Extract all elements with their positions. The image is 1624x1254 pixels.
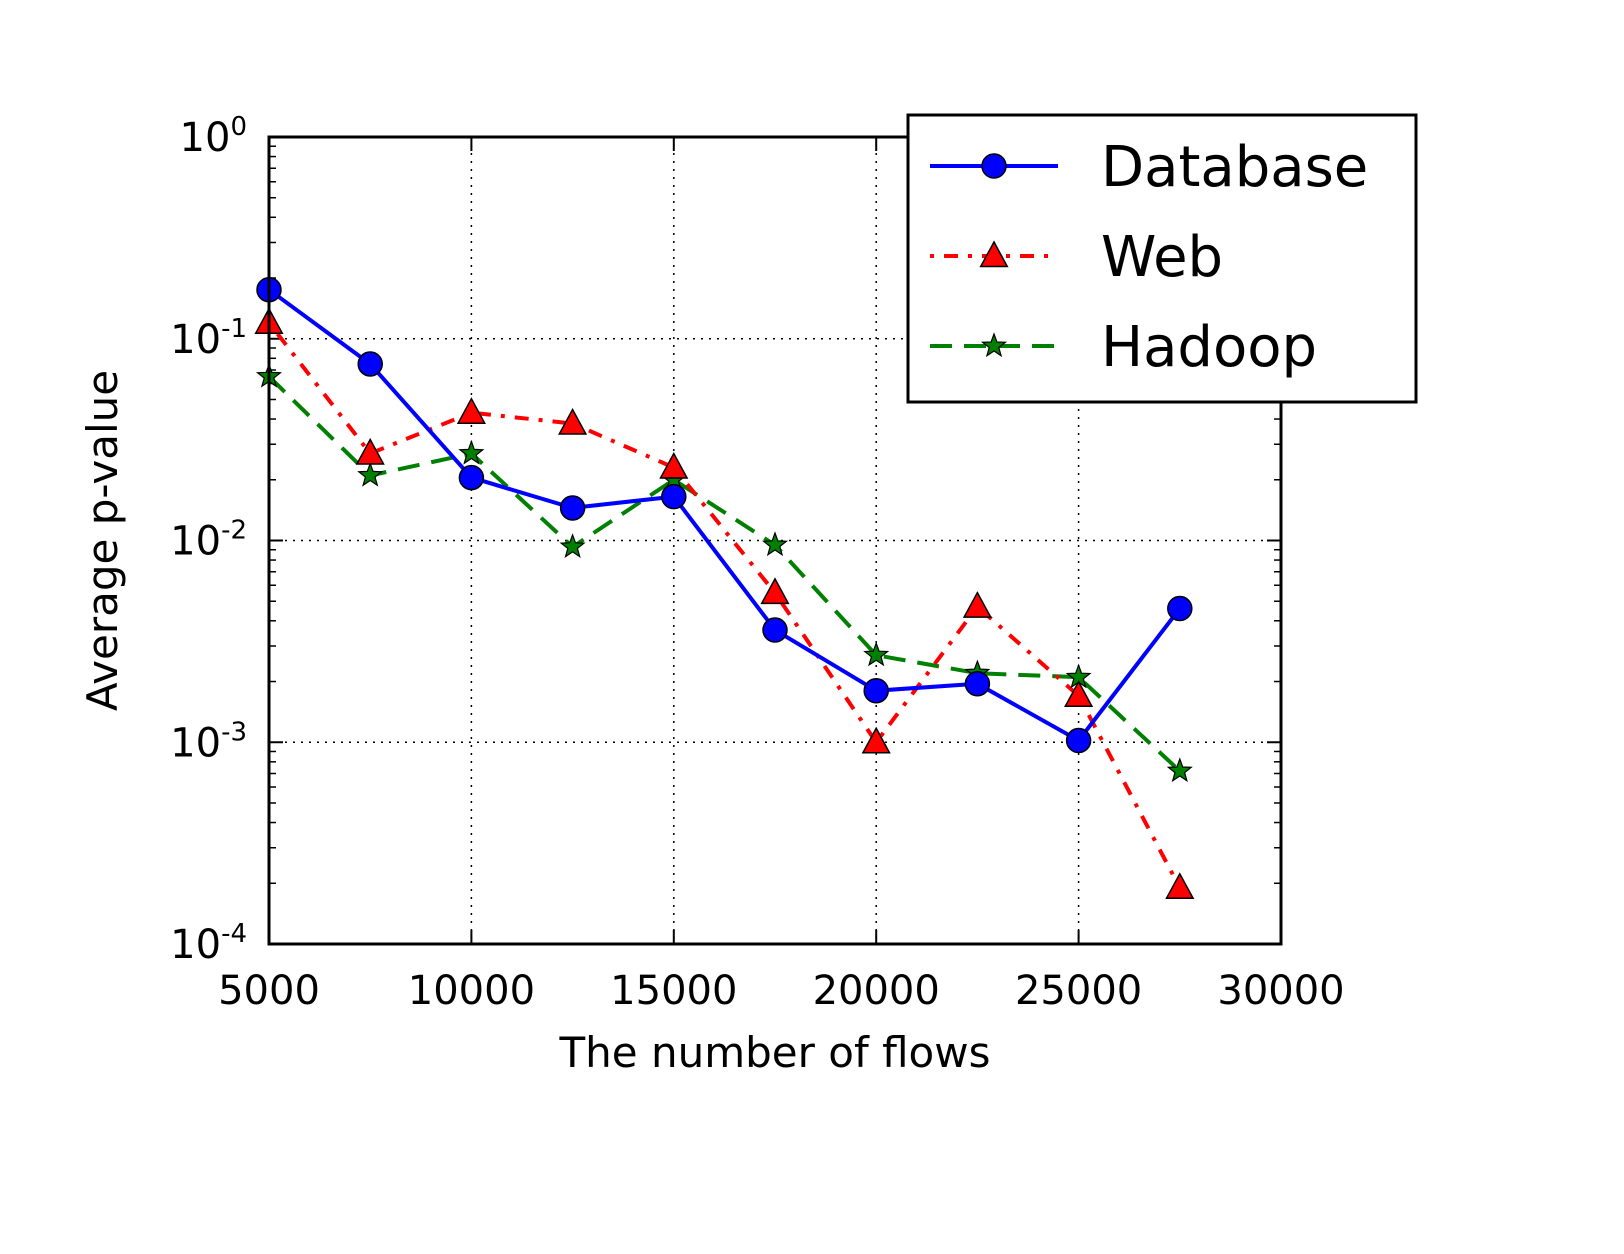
y-tick-label: 10-3 xyxy=(170,717,247,766)
data-point-hadoop xyxy=(863,641,890,667)
data-point-database xyxy=(1167,595,1193,622)
data-point-web xyxy=(760,577,790,605)
y-tick-label: 100 xyxy=(180,112,247,161)
x-tick-label: 15000 xyxy=(610,968,737,1014)
legend-marker-hadoop xyxy=(980,332,1008,358)
data-point-hadoop xyxy=(1166,757,1193,783)
x-tick-labels: 5000 10000 15000 20000 25000 30000 xyxy=(218,968,1345,1014)
data-point-web xyxy=(861,726,891,754)
series-line-database xyxy=(267,288,1182,743)
y-tick-labels: 100 10-1 10-2 10-3 10-4 xyxy=(170,112,247,968)
legend-marker-database xyxy=(981,153,1007,179)
series-line-hadoop xyxy=(267,375,1182,773)
x-axis-label: The number of flows xyxy=(559,1028,991,1077)
x-tick-label: 10000 xyxy=(408,968,535,1014)
data-point-database xyxy=(357,351,383,377)
x-tick-label: 30000 xyxy=(1217,968,1344,1014)
data-point-web xyxy=(1165,872,1195,900)
series-lines xyxy=(267,288,1182,889)
x-tick-label: 5000 xyxy=(218,968,320,1014)
data-point-web xyxy=(558,407,588,435)
legend-marker-web xyxy=(979,240,1009,268)
data-point-web xyxy=(355,437,385,465)
series-line-web xyxy=(267,321,1182,889)
data-point-database xyxy=(559,495,586,521)
x-tick-label: 20000 xyxy=(813,968,940,1014)
data-point-web xyxy=(659,451,689,479)
y-tick-label: 10-2 xyxy=(170,516,247,565)
legend-label-hadoop: Hadoop xyxy=(1101,315,1317,380)
plot-frame xyxy=(267,135,1283,946)
data-point-hadoop xyxy=(458,439,485,465)
legend: Database Web Hadoop xyxy=(906,113,1418,404)
x-tick-label: 25000 xyxy=(1015,968,1142,1014)
series-markers xyxy=(254,276,1195,900)
data-point-database xyxy=(1065,727,1092,754)
y-axis-label: Average p-value xyxy=(78,370,127,711)
y-tick-label: 10-1 xyxy=(170,314,247,363)
data-point-hadoop xyxy=(761,531,789,557)
data-point-web xyxy=(1064,680,1094,708)
data-point-database xyxy=(863,677,889,704)
data-point-web xyxy=(962,591,992,618)
data-point-database xyxy=(661,483,687,510)
data-point-database xyxy=(964,670,991,697)
data-point-database xyxy=(762,617,788,643)
legend-label-web: Web xyxy=(1101,225,1223,290)
data-point-hadoop xyxy=(559,533,586,558)
data-point-web xyxy=(456,397,486,424)
data-point-database xyxy=(458,464,485,491)
y-tick-label: 10-4 xyxy=(170,919,247,968)
data-point-hadoop xyxy=(357,461,384,487)
legend-label-database: Database xyxy=(1101,135,1368,200)
